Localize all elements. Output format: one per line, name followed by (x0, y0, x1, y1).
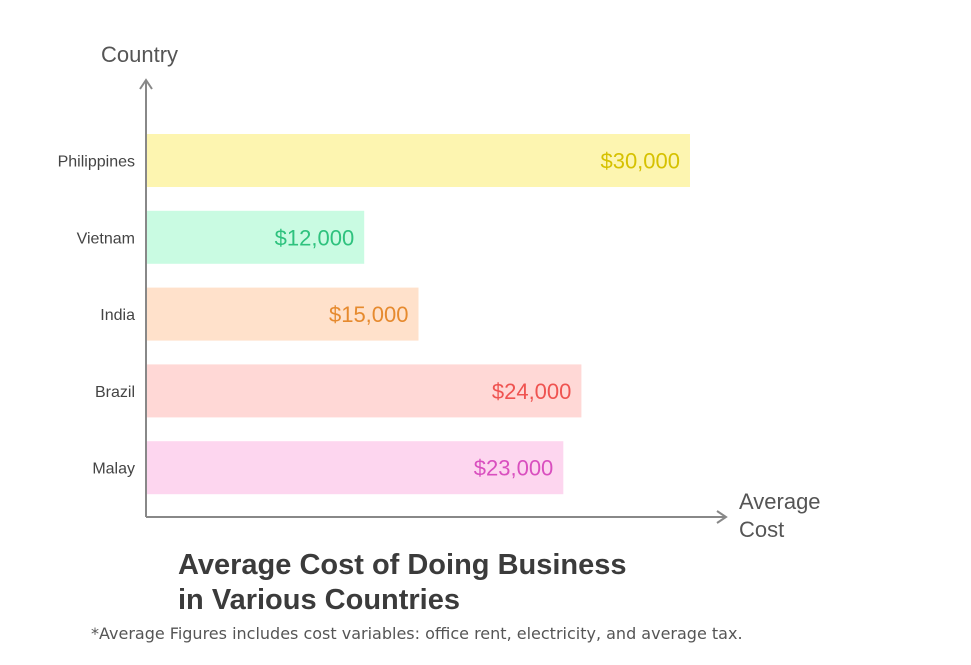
chart-title-line-1: Average Cost of Doing Business (178, 549, 627, 581)
category-label-vietnam: Vietnam (77, 230, 135, 247)
category-label-malay: Malay (92, 461, 135, 478)
category-label-philippines: Philippines (58, 154, 135, 171)
value-label-brazil: $24,000 (492, 379, 572, 404)
category-label-brazil: Brazil (95, 384, 135, 401)
value-label-philippines: $30,000 (600, 149, 680, 174)
chart-title-line-2: in Various Countries (178, 584, 460, 616)
bar-malay (147, 441, 564, 495)
bars-group: Philippines $30,000 Vietnam $12,000 India $15… (58, 134, 690, 495)
bar-philippines (147, 134, 690, 187)
x-axis-title-line-1: Average (739, 489, 821, 514)
bar-vietnam (147, 210, 365, 264)
bar-india (147, 287, 419, 341)
value-label-india: $15,000 (329, 302, 409, 327)
x-axis-title: Average Cost (739, 489, 827, 542)
bar-brazil (147, 364, 582, 418)
footnote: *Average Figures includes cost variables… (91, 624, 743, 643)
category-label-india: India (100, 307, 135, 324)
y-axis-title: Country (101, 42, 178, 67)
value-label-malay: $23,000 (474, 456, 554, 481)
x-axis-title-line-2: Cost (739, 517, 784, 542)
value-label-vietnam: $12,000 (275, 225, 355, 250)
chart-title: Average Cost of Doing Business in Variou… (178, 548, 627, 618)
